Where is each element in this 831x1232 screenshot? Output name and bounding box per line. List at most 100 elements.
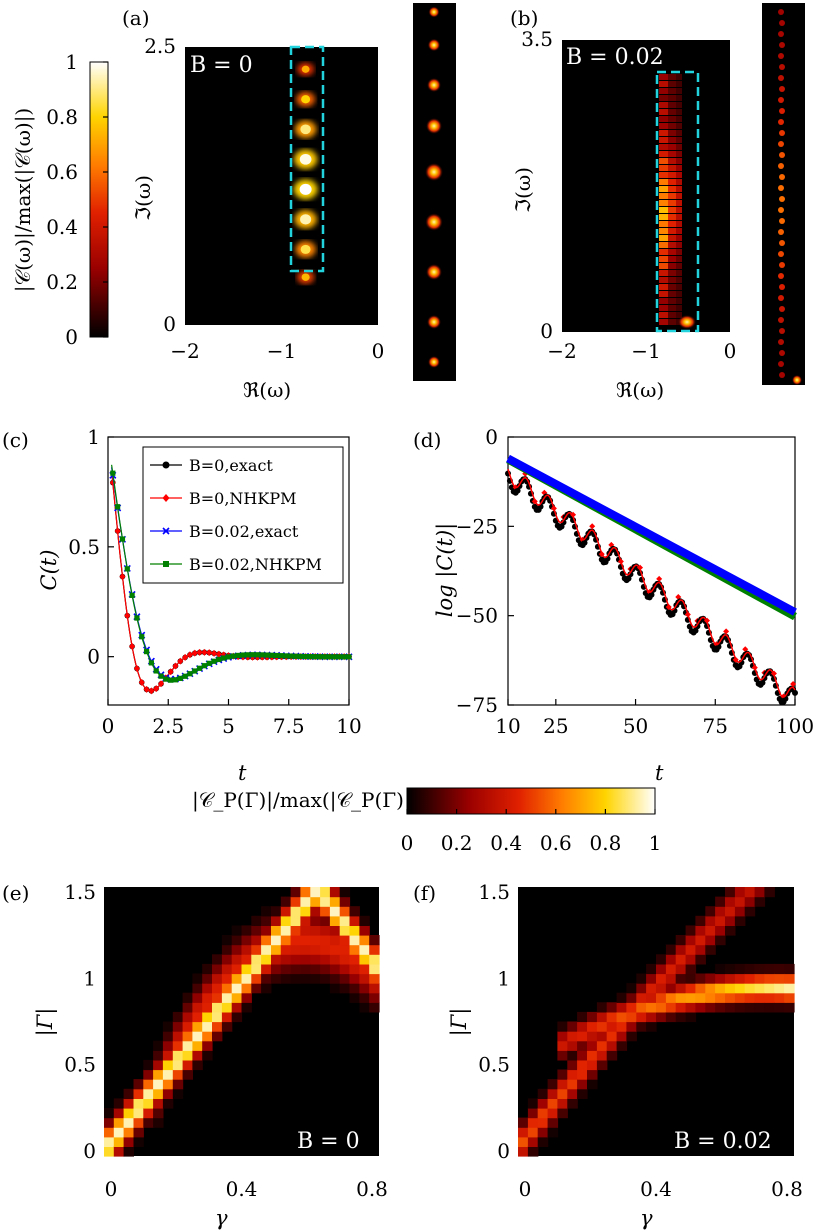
panel-c-xtick-1: 2.5 <box>152 714 184 738</box>
colorbar-a-tick-2: 0.4 <box>46 215 78 239</box>
panel-c-point-3 <box>331 654 338 660</box>
panel-a-peak-core-4 <box>299 153 312 165</box>
heat-cell <box>182 1002 193 1013</box>
panel-b-inset-dot-23 <box>779 262 785 268</box>
panel-b-inset-dot-14 <box>778 163 784 169</box>
panel-b-bright-spot <box>678 315 696 329</box>
panel-b-cell-l-32 <box>659 298 668 304</box>
panel-b-cell-l-5 <box>659 109 668 115</box>
heat-cell <box>300 954 311 965</box>
panel-a-xtick-0: −2 <box>170 339 199 363</box>
heat-cell <box>725 1002 736 1013</box>
panel-a-inset-peak-0 <box>428 6 440 18</box>
panel-c-legend: B=0,exact B=0,NHKPM B=0.02,exact B=0.02,NHK… <box>142 446 344 584</box>
heat-cell <box>636 992 647 1003</box>
panel-b-cell-l-14 <box>659 172 668 178</box>
panel-b-cell-m-8 <box>668 130 676 136</box>
panel-a-ytick-0: 0 <box>163 312 176 336</box>
heat-cell <box>656 1011 667 1023</box>
heat-cell <box>665 954 677 965</box>
heat-cell <box>646 963 657 975</box>
heat-cell <box>153 1108 164 1119</box>
heat-cell <box>596 1021 608 1032</box>
panel-a-annotation: B = 0 <box>190 53 253 78</box>
heat-cell <box>300 963 311 975</box>
panel-b-cell-m-26 <box>668 256 676 262</box>
heat-cell <box>349 935 360 946</box>
heat-cell <box>369 983 380 994</box>
heat-cell <box>527 1117 539 1128</box>
panel-c-point-3 <box>288 653 294 659</box>
heat-cell <box>212 992 223 1003</box>
panel-b-inset-dot-27 <box>779 306 785 312</box>
heat-cell <box>656 954 667 965</box>
panel-f-xtick-1: 0.4 <box>640 1177 672 1201</box>
panel-b-cell-r-32 <box>676 298 682 304</box>
panel-a-peak-core-5 <box>300 124 311 135</box>
heat-cell <box>587 1021 598 1032</box>
panel-c-point-3 <box>143 649 150 655</box>
panel-d-letter: (d) <box>413 428 441 452</box>
heat-cell <box>764 1002 775 1013</box>
panel-f-heat <box>518 887 795 1157</box>
panel-c-point-3 <box>259 652 265 658</box>
panel-b-letter: (b) <box>510 6 538 30</box>
heat-cell <box>675 963 687 975</box>
panel-b-cell-l-22 <box>659 228 668 234</box>
panel-b-inset-spot <box>792 375 802 385</box>
heat-cell <box>153 1098 164 1109</box>
heat-cell <box>329 887 341 898</box>
panel-a-peak-core-7 <box>301 65 310 73</box>
panel-b-inset-dot-13 <box>779 152 785 158</box>
panel-c-point-1 <box>186 651 193 659</box>
heat-cell <box>290 963 301 975</box>
colorbar-e-tick-2: 0.4 <box>490 831 522 855</box>
heat-cell <box>587 1059 598 1071</box>
heat-cell <box>261 963 272 975</box>
panel-c-point-1 <box>177 657 184 665</box>
heat-cell <box>537 1117 549 1128</box>
panel-b-inset-dot-4 <box>778 53 784 59</box>
panel-b-cell-m-11 <box>668 151 676 157</box>
heat-cell <box>685 1011 697 1023</box>
heat-cell <box>744 992 756 1003</box>
panel-b-cell-l-20 <box>659 214 668 220</box>
heat-cell <box>725 915 736 926</box>
panel-b-inset-dot-16 <box>778 185 784 191</box>
panel-b-cell-r-26 <box>676 256 682 262</box>
panel-c-point-3 <box>129 592 135 598</box>
panel-c-point-3 <box>278 653 285 659</box>
heat-cell <box>320 896 331 907</box>
heat-cell <box>359 973 370 984</box>
heat-cell <box>725 992 736 1003</box>
panel-c-point-3 <box>134 615 140 621</box>
heat-cell <box>329 915 341 926</box>
heat-cell <box>310 896 321 907</box>
heat-cell <box>192 983 203 994</box>
heat-cell <box>202 1050 213 1061</box>
heat-cell <box>577 1031 588 1042</box>
panel-f-ytick-3: 1.5 <box>478 880 510 904</box>
heat-cell <box>675 983 687 994</box>
heat-cell <box>300 935 311 946</box>
panel-c-point-3 <box>307 654 314 660</box>
panel-b-cell-r-14 <box>676 172 682 178</box>
panel-c-legend-marker-3 <box>163 561 169 567</box>
panel-b-cell-l-23 <box>659 235 668 241</box>
heat-cell <box>271 906 282 917</box>
panel-b-cell-m-27 <box>668 263 676 269</box>
heat-cell <box>774 983 785 994</box>
panel-a-inset-peak-6 <box>426 264 442 280</box>
heat-cell <box>665 983 677 994</box>
panel-c-legend-label-2: B=0.02,exact <box>189 522 299 541</box>
heat-cell <box>675 992 687 1003</box>
panel-b-cell-l-9 <box>659 137 668 143</box>
panel-b-xtick-2: 0 <box>724 339 737 363</box>
panel-d-point-b0-nhkpm <box>570 511 577 518</box>
panel-c-point-1 <box>172 662 179 670</box>
panel-c-point-3 <box>148 660 154 666</box>
heat-cell <box>221 1021 233 1032</box>
heat-cell <box>518 1146 529 1157</box>
heat-cell <box>626 983 637 994</box>
